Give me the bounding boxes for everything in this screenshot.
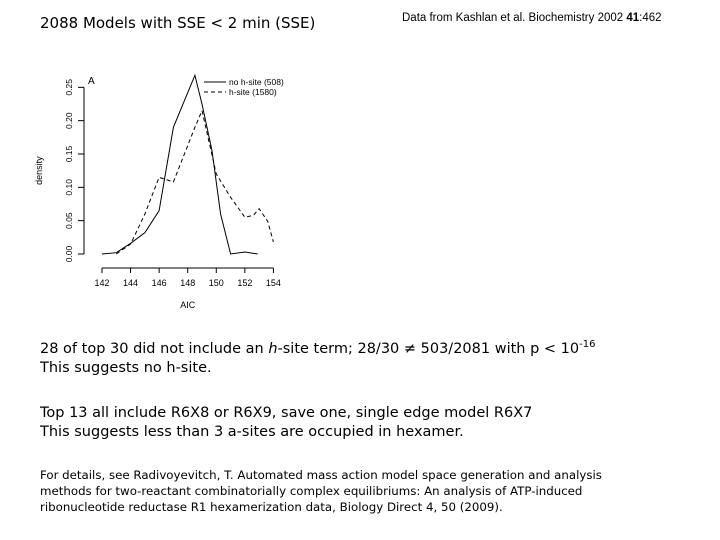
- y-tick-label: 0.25: [64, 79, 74, 96]
- details-line1: For details, see Radivoyevitch, T. Autom…: [40, 468, 602, 482]
- finding-h-site-line1: 28 of top 30 did not include an h-site t…: [40, 340, 595, 359]
- x-tick-label: 142: [94, 278, 109, 288]
- finding-a-sites-line2: This suggests less than 3 a-sites are oc…: [40, 424, 464, 440]
- details-line3: ribonucleotide reductase R1 hexamerizati…: [40, 500, 503, 514]
- finding-h-site-text-a: 28 of top 30 did not include an: [40, 341, 269, 357]
- series-layer: [101, 73, 274, 255]
- citation-volume: 41: [626, 12, 640, 24]
- series-no-h-site: [101, 73, 258, 255]
- y-axis-label: density: [34, 156, 44, 185]
- slide-title: 2088 Models with SSE < 2 min (SSE): [40, 14, 316, 32]
- x-tick-label: 150: [209, 278, 224, 288]
- citation: Data from Kashlan et al. Biochemistry 20…: [402, 12, 662, 24]
- y-tick-label: 0.15: [64, 145, 74, 162]
- legend-label: h-site (1580): [229, 87, 277, 97]
- finding-h-site-line2: This suggests no h-site.: [40, 360, 212, 376]
- p-value-exponent: -16: [579, 339, 596, 351]
- x-tick-label: 152: [237, 278, 252, 288]
- finding-a-sites-line1: Top 13 all include R6X8 or R6X9, save on…: [40, 405, 533, 421]
- x-tick-label: 148: [180, 278, 195, 288]
- y-tick-label: 0.00: [64, 245, 74, 262]
- series-h-site: [116, 109, 274, 255]
- x-tick-label: 144: [123, 278, 138, 288]
- y-axis: 0.00 0.05 0.10 0.15 0.20 0.25: [64, 79, 85, 262]
- legend-label: no h-site (508): [229, 77, 284, 87]
- finding-h-site-text-b: -site term; 28/30 ≠ 503/2081 with p < 10: [277, 341, 580, 357]
- x-axis-label: AIC: [180, 300, 196, 310]
- y-tick-label: 0.20: [64, 112, 74, 129]
- details-reference: For details, see Radivoyevitch, T. Autom…: [40, 467, 602, 515]
- panel-label: A: [88, 76, 95, 87]
- density-chart: 0.00 0.05 0.10 0.15 0.20 0.25 142 144 146 148 150…: [34, 73, 284, 310]
- citation-pages: :462: [639, 12, 662, 24]
- legend: no h-site (508)h-site (1580): [204, 77, 284, 97]
- finding-h-site-italic: h: [268, 341, 278, 357]
- citation-prefix: Data from Kashlan et al. Biochemistry 20…: [402, 12, 624, 24]
- x-tick-label: 154: [266, 278, 281, 288]
- x-tick-label: 146: [152, 278, 167, 288]
- y-tick-label: 0.10: [64, 179, 74, 196]
- y-tick-label: 0.05: [64, 212, 74, 229]
- finding-h-site: 28 of top 30 did not include an h-site t…: [40, 340, 595, 378]
- x-axis: 142 144 146 148 150 152 154: [94, 267, 281, 288]
- details-line2: methods for two-reactant combinatorially…: [40, 484, 583, 498]
- finding-a-sites: Top 13 all include R6X8 or R6X9, save on…: [40, 404, 532, 442]
